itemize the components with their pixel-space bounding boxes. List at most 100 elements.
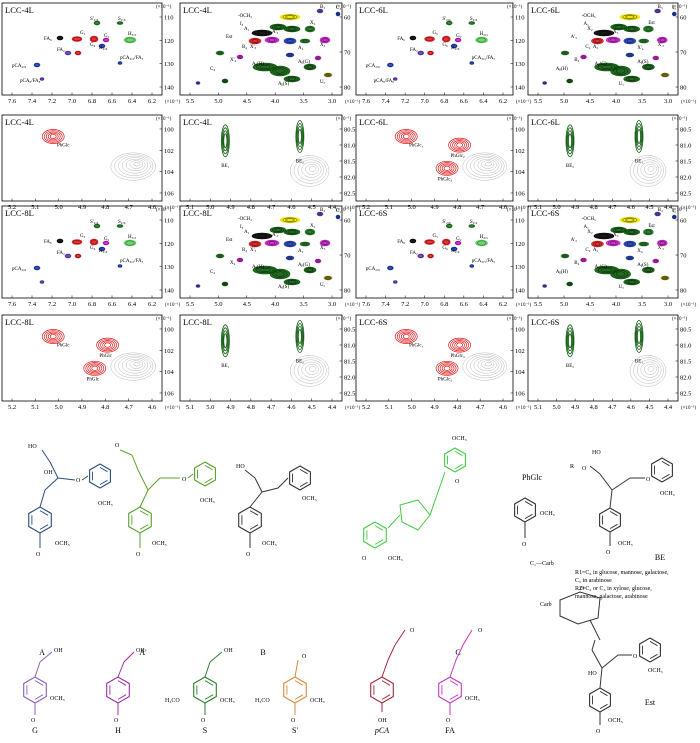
panel-title: LCC-6L [359, 117, 388, 127]
atom-label: OCH₃ [302, 496, 317, 502]
x-unit: (×10⁻¹) [516, 405, 532, 411]
contour-ring [49, 133, 57, 140]
peak-label: pCA₃,₅/FA₅ [472, 56, 496, 61]
x-tick-label: 4.6 [148, 404, 157, 411]
contour-spot-icon [642, 266, 655, 274]
x-tick-label: 7.2 [401, 301, 409, 308]
y-tick-label: 70 [680, 253, 687, 260]
y-tick-label: 120 [515, 241, 525, 248]
bond [39, 651, 53, 663]
bond [589, 619, 601, 641]
y-tick-label: 120 [515, 38, 525, 45]
contour-ring [117, 224, 123, 228]
benzene-ring-icon [444, 447, 466, 473]
nmr-panel: LCC-8L 7.6 7.4 7.2 7.0 6.8 6.6 6.4 6.2 (×10⁻¹) 110… [1, 205, 181, 308]
structure-label: G [32, 726, 38, 735]
contour-ring [321, 240, 329, 246]
atom-label: O [36, 552, 41, 558]
peak-label: B₃ [320, 208, 325, 213]
contour-ring [274, 25, 282, 29]
contour-ring [394, 329, 418, 344]
peak-label: PhGlc [57, 144, 70, 149]
contour-ring [196, 284, 200, 288]
contour-spot-icon [642, 63, 655, 71]
peak-label: H₂,₆ [451, 249, 460, 254]
contour-spot-icon [565, 324, 575, 358]
bond [455, 644, 464, 661]
atom-label: OH [224, 648, 233, 654]
contour-ring [40, 77, 44, 81]
structure-label: pCA [374, 726, 389, 735]
contour-spot-icon [304, 228, 316, 236]
bond [123, 651, 135, 663]
peak-label: A₂ [298, 249, 304, 254]
gray-contour [133, 162, 141, 167]
contour-ring [672, 215, 676, 219]
contour-ring [439, 363, 455, 374]
contour-ring [616, 68, 626, 74]
contour-spot-icon [283, 278, 301, 286]
contour-spot-icon [623, 278, 641, 286]
y-tick-label: 81.5 [344, 159, 355, 166]
atom-label: HO [236, 464, 245, 470]
contour-ring [222, 330, 229, 352]
contour-ring [125, 37, 135, 43]
double-bond [204, 680, 214, 686]
x-tick-label: 5.2 [8, 204, 16, 211]
peak-label: X'₃ [658, 246, 665, 251]
atom-label: OH [54, 648, 63, 654]
x-tick-label: 4.6 [287, 404, 296, 411]
peak-label: -OCH₃ [582, 14, 596, 19]
peak-label: B₃ [658, 208, 663, 213]
gray-contour [637, 359, 662, 381]
contour-ring [658, 240, 667, 246]
contour-ring [287, 39, 293, 43]
contour-ring [57, 239, 63, 243]
contour-spot-icon [303, 266, 317, 274]
benzene-ring-icon [23, 676, 47, 704]
contour-spot-icon [98, 43, 106, 49]
contour-ring [625, 26, 638, 32]
contour-ring [656, 9, 660, 13]
peak-label: Uₐ [320, 283, 326, 288]
x-tick-label: 4.8 [101, 204, 109, 211]
bond [131, 454, 139, 471]
peak-label: G₆ [90, 43, 96, 48]
double-bond [649, 653, 658, 660]
atom-label: OCH₃ [55, 541, 70, 547]
contour-ring [302, 242, 308, 246]
gray-contour [305, 363, 319, 375]
contour-ring [567, 130, 573, 152]
contour-ring [34, 266, 40, 270]
structure-label: A [39, 648, 45, 657]
contour-ring [448, 137, 471, 153]
contour-ring [641, 39, 647, 43]
x-tick-label: 5.1 [31, 204, 39, 211]
contour-ring [85, 362, 105, 375]
contour-ring [394, 129, 418, 144]
contour-spot-icon [450, 246, 458, 252]
atom-label: O [522, 542, 527, 548]
benzene-ring-icon [651, 457, 673, 483]
contour-spot-icon [475, 239, 488, 247]
contour-ring [625, 15, 635, 19]
atom-label: O [478, 628, 483, 634]
double-bond [39, 510, 49, 516]
contour-spot-icon [102, 240, 110, 246]
atom-label: O [201, 718, 206, 724]
y-tick-label: 80 [344, 85, 351, 92]
contour-spot-icon [542, 284, 547, 288]
contour-ring [643, 64, 653, 70]
peak-label: B₄ [574, 58, 579, 63]
y-tick-label: 60 [344, 218, 351, 225]
contour-ring [653, 259, 659, 263]
contour-ring [295, 120, 305, 153]
y-unit: (×10⁻¹) [336, 207, 352, 213]
y-unit: (×10⁻¹) [156, 207, 172, 213]
x-tick-label: 4.5 [586, 301, 594, 308]
contour-ring [283, 37, 297, 45]
structure-Sp: O H₃CO OCH₃ O S' [255, 654, 325, 735]
contour-ring [216, 254, 224, 258]
furan-ring [399, 499, 431, 531]
contour-ring [303, 63, 317, 71]
